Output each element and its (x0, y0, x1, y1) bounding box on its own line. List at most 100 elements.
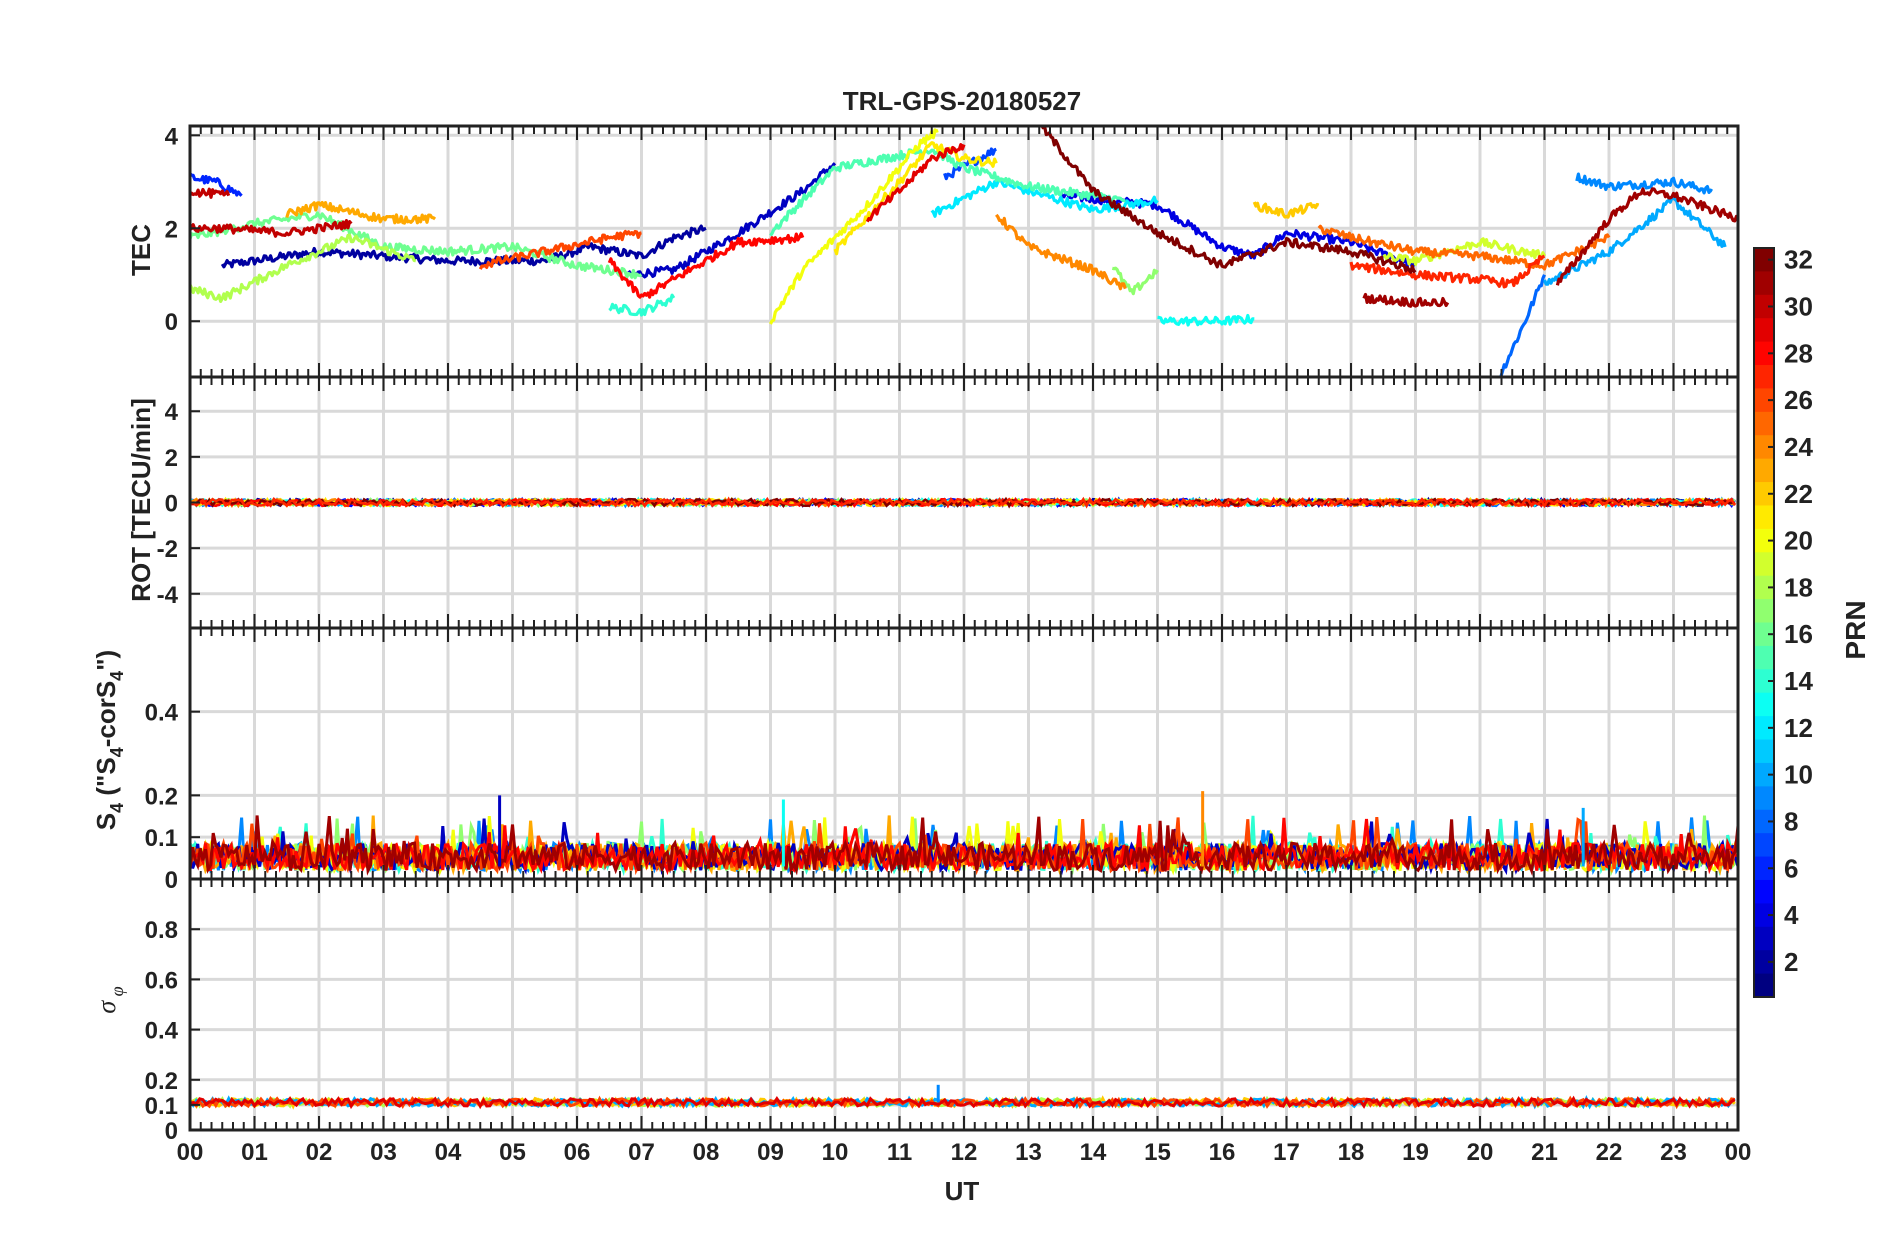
tec-line-prn-28 (607, 232, 805, 299)
colorbar-swatch (1754, 552, 1774, 577)
colorbar-swatch (1754, 903, 1774, 928)
tec-line-prn-6 (190, 172, 243, 197)
tec-line-prn-23 (285, 200, 437, 225)
colorbar-swatch (1754, 505, 1774, 530)
tec-line-prn-16 (190, 211, 643, 280)
x-tick-label: 13 (1015, 1139, 1042, 1166)
colorbar-tick-label: 20 (1784, 526, 1813, 556)
tec-line-prn-14 (608, 293, 676, 317)
x-tick-label: 08 (693, 1139, 720, 1166)
colorbar-swatch (1754, 435, 1774, 460)
colorbar-swatch (1754, 388, 1774, 413)
tec-line-prn-17 (1111, 266, 1159, 296)
colorbar-swatch (1754, 341, 1774, 366)
colorbar-swatch (1754, 294, 1774, 319)
x-tick-label: 11 (887, 1139, 912, 1166)
colorbar-swatch (1754, 248, 1774, 273)
colorbar-frame (1753, 247, 1775, 998)
colorbar-tick-label: 12 (1784, 713, 1813, 743)
tec-series-group (190, 126, 1738, 377)
sigma-ytick-label: 0.1 (145, 1093, 178, 1120)
colorbar-label: PRN (1840, 600, 1871, 659)
colorbar-tick-label: 30 (1784, 292, 1813, 322)
x-tick-label: 17 (1273, 1139, 1300, 1166)
colorbar-tick-label: 16 (1784, 619, 1813, 649)
colorbar-swatch (1754, 528, 1774, 553)
sigma-line-prn-26 (189, 1095, 1736, 1110)
tec-line-prn-9 (1575, 172, 1713, 195)
x-tick-label: 09 (757, 1139, 784, 1166)
colorbar-tick-label: 32 (1784, 245, 1813, 275)
colorbar-swatch (1754, 622, 1774, 647)
tec-line-prn-31 (1555, 187, 1738, 286)
tec-line-prn-18 (190, 233, 417, 303)
colorbar-tick-label: 22 (1784, 479, 1813, 509)
rot-ylabel: ROT [TECU/min] (126, 398, 156, 602)
tec-ytick-label: 4 (165, 123, 179, 150)
sigma-ytick-label: 0.8 (145, 917, 178, 944)
colorbar-tick-label: 18 (1784, 572, 1813, 602)
rot-line-prn-27 (189, 496, 1736, 509)
tec-line-prn-21 (833, 141, 998, 256)
colorbar-swatch (1754, 411, 1774, 436)
tec-line-prn-31 (1362, 292, 1450, 308)
tec-ylabel: TEC (126, 224, 156, 276)
colorbar-swatch (1754, 950, 1774, 975)
x-tick-label: 20 (1467, 1139, 1494, 1166)
x-tick-label: 23 (1660, 1139, 1687, 1166)
tec-line-prn-13 (1157, 313, 1255, 327)
tec-line-prn-29 (865, 143, 966, 223)
colorbar-tick-label: 10 (1784, 760, 1813, 790)
sigma-ytick-label: 0.4 (145, 1018, 179, 1045)
sigma-ytick-label: 0 (165, 1118, 178, 1145)
colorbar-swatch (1754, 786, 1774, 811)
x-tick-label: 16 (1209, 1139, 1236, 1166)
tec-line-prn-2 (220, 224, 707, 269)
x-tick-label: 14 (1080, 1139, 1107, 1166)
x-tick-label: 06 (564, 1139, 591, 1166)
rot-ytick-label: -4 (157, 582, 179, 609)
tec-line-prn-8 (1498, 274, 1546, 377)
x-tick-label: 10 (822, 1139, 849, 1166)
colorbar-swatch (1754, 856, 1774, 881)
x-tick-label: 15 (1144, 1139, 1171, 1166)
sigma-line-prn-29 (189, 1095, 1736, 1110)
x-tick-label: 19 (1402, 1139, 1429, 1166)
tec-line-prn-10 (1543, 196, 1727, 286)
rot-ytick-label: 0 (165, 491, 178, 518)
tec-line-prn-26 (478, 229, 642, 270)
x-tick-label: 22 (1596, 1139, 1623, 1166)
colorbar-tick-label: 26 (1784, 385, 1813, 415)
tec-ytick-label: 0 (165, 309, 178, 336)
colorbar-swatch (1754, 271, 1774, 296)
tec-line-prn-27 (1349, 254, 1546, 289)
colorbar-swatch (1754, 692, 1774, 717)
colorbar-tick-label: 2 (1784, 947, 1798, 977)
colorbar-swatch (1754, 575, 1774, 600)
sigma-ytick-label: 0.6 (145, 967, 178, 994)
x-tick-label: 01 (241, 1139, 268, 1166)
colorbar-tick-label: 8 (1784, 806, 1798, 836)
x-tick-label: 12 (951, 1139, 978, 1166)
tec-line-prn-32 (1040, 126, 1417, 274)
x-tick-label: 21 (1531, 1139, 1558, 1166)
x-tick-label: 00 (1725, 1139, 1752, 1166)
rot-ytick-label: -2 (157, 536, 178, 563)
colorbar-swatch (1754, 809, 1774, 834)
s4-ytick-label: 0.1 (145, 825, 178, 852)
colorbar-tick-label: 14 (1784, 666, 1813, 696)
s4-ytick-label: 0 (165, 867, 178, 894)
tec-line-prn-3 (627, 162, 837, 279)
tec-line-prn-19 (1382, 237, 1546, 266)
data-layer (188, 126, 1740, 1110)
colorbar-swatch (1754, 739, 1774, 764)
colorbar-tick-label: 4 (1784, 900, 1799, 930)
colorbar-swatch (1754, 716, 1774, 741)
colorbar-swatch (1754, 482, 1774, 507)
tec-line-prn-20 (769, 128, 939, 325)
x-tick-label: 18 (1338, 1139, 1365, 1166)
colorbar-tick-label: 6 (1784, 853, 1798, 883)
